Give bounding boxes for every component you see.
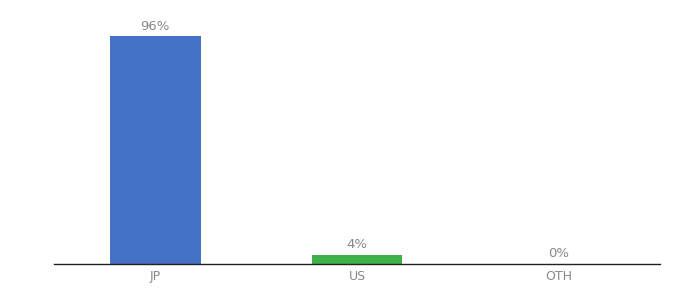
Bar <box>311 254 403 264</box>
Text: 4%: 4% <box>347 238 367 251</box>
Bar <box>110 36 201 264</box>
Text: 96%: 96% <box>141 20 170 33</box>
Text: 0%: 0% <box>548 248 569 260</box>
